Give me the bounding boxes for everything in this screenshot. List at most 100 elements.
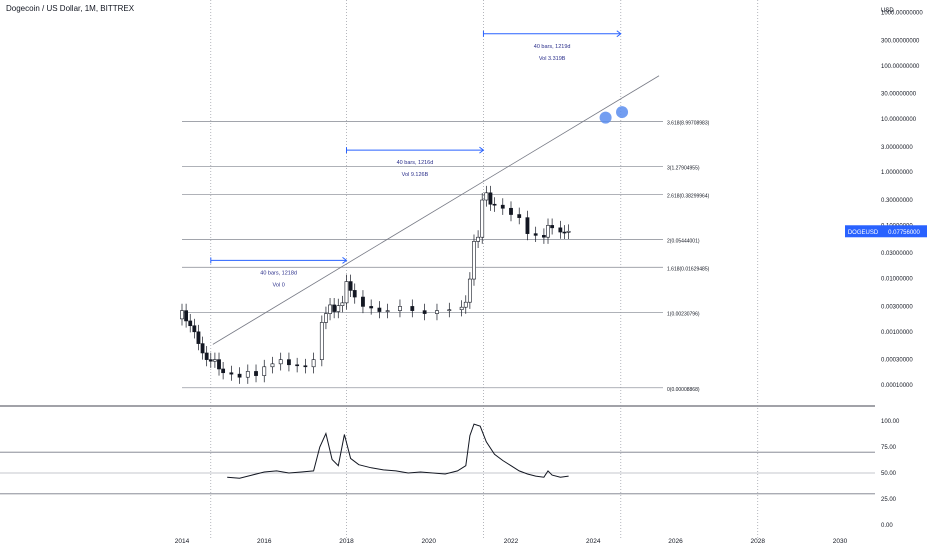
- oscillator-line: [227, 423, 569, 479]
- measure-label-bars: 40 bars, 1216d: [397, 160, 434, 166]
- candle-body: [492, 203, 497, 206]
- candle-body: [344, 281, 349, 304]
- candle-body: [525, 217, 530, 234]
- time-axis-tick: 2030: [833, 538, 848, 545]
- measure-label-bars: 40 bars, 1218d: [260, 270, 297, 276]
- time-axis-tick: 2024: [586, 538, 601, 545]
- time-axis-tick: 2020: [422, 538, 437, 545]
- fib-level-label: 0(0.00008868): [667, 387, 700, 393]
- candle-body: [295, 364, 300, 367]
- candle-body: [229, 372, 234, 375]
- candle-body: [369, 306, 374, 309]
- candle-body: [533, 233, 538, 236]
- measure-arrow-head: [479, 146, 485, 154]
- current-price-badge: [881, 225, 927, 238]
- oscillator-axis-tick: 0.00: [881, 523, 893, 529]
- fib-level-label: 2.618(0.38299964): [667, 193, 710, 199]
- price-axis-tick: 0.00300000: [881, 304, 913, 310]
- trend-marker-dot: [616, 106, 629, 119]
- candle-body: [377, 307, 382, 312]
- candle-body: [447, 309, 452, 312]
- time-axis-tick: 2016: [257, 538, 272, 545]
- price-axis-tick: 0.00010000: [881, 383, 913, 389]
- candle-body: [476, 236, 481, 242]
- candle-body: [254, 371, 258, 376]
- measure-label-vol: Vol 3.319B: [539, 56, 566, 62]
- candle-body: [336, 305, 341, 312]
- time-axis-tick: 2022: [504, 538, 519, 545]
- candle-body: [435, 310, 439, 314]
- fib-level-label: 1(0.00230796): [667, 311, 700, 317]
- candle-body: [348, 281, 353, 291]
- price-axis-tick: 0.00100000: [881, 330, 913, 336]
- price-axis-tick: 1.00000000: [881, 170, 913, 176]
- fib-level-label: 3.618(8.99708983): [667, 120, 710, 126]
- measure-arrow-head: [342, 256, 348, 264]
- candle-body: [459, 306, 464, 311]
- candle-body: [303, 365, 308, 368]
- time-axis-tick: 2014: [175, 538, 190, 545]
- candle-body: [192, 325, 197, 333]
- candle-body: [213, 359, 217, 362]
- oscillator-axis-tick: 100.00: [881, 419, 900, 425]
- candle-body: [509, 207, 513, 215]
- price-axis-tick: 0.01000000: [881, 277, 913, 283]
- candle-body: [550, 225, 555, 229]
- candle-body: [472, 241, 476, 280]
- time-axis-tick: 2028: [751, 538, 766, 545]
- candle-body: [410, 306, 415, 311]
- candle-body: [188, 320, 193, 327]
- oscillator-axis-tick: 25.00: [881, 497, 897, 503]
- price-axis-tick: 300.00000000: [881, 38, 920, 44]
- price-axis-tick: 0.03000000: [881, 251, 913, 257]
- price-axis-currency: USD: [881, 8, 894, 14]
- candle-body: [398, 306, 402, 311]
- trend-marker-dot: [599, 111, 612, 124]
- price-axis-tick: 0.00030000: [881, 358, 913, 364]
- candle-body: [262, 366, 267, 376]
- chart-title: Dogecoin / US Dollar, 1M, BITTREX: [6, 4, 135, 13]
- candle-body: [221, 368, 226, 374]
- oscillator-axis-tick: 75.00: [881, 445, 897, 451]
- fib-level-label: 2(0.05444001): [667, 238, 700, 244]
- candle-body: [361, 296, 365, 307]
- candle-body: [340, 302, 345, 306]
- candle-body: [287, 359, 291, 366]
- candle-body: [245, 371, 250, 378]
- candle-body: [204, 352, 209, 360]
- candle-body: [385, 310, 390, 312]
- price-axis-tick: 1000.00000000: [881, 11, 923, 17]
- candle-body: [270, 363, 275, 368]
- candle-body: [328, 304, 332, 314]
- candle-body: [200, 343, 205, 354]
- candle-body: [352, 290, 357, 298]
- candle-body: [196, 331, 201, 344]
- candle-body: [566, 230, 571, 233]
- price-axis-tick: 30.00000000: [881, 92, 917, 98]
- candle-body: [278, 359, 283, 365]
- candle-body: [184, 310, 189, 322]
- candle-body: [558, 227, 563, 233]
- fib-level-label: 3(1.27904955): [667, 166, 700, 172]
- candle-body: [541, 235, 546, 238]
- candle-body: [332, 304, 337, 312]
- candle-body: [546, 225, 550, 238]
- candle-body: [463, 301, 468, 308]
- measure-label-bars: 40 bars, 1219d: [534, 44, 571, 50]
- fib-level-label: 1.618(0.01629485): [667, 266, 710, 272]
- symbol-badge: [845, 225, 881, 238]
- candle-body: [237, 373, 242, 378]
- price-axis-tick: 100.00000000: [881, 64, 920, 70]
- price-axis-tick: 0.30000000: [881, 198, 913, 204]
- candle-body: [324, 313, 328, 323]
- candle-body: [517, 214, 522, 218]
- candle-body: [319, 322, 324, 360]
- candle-body: [488, 192, 493, 205]
- time-axis-tick: 2018: [339, 538, 354, 545]
- candle-body: [422, 310, 427, 314]
- measure-label-vol: Vol 9.126B: [402, 172, 429, 178]
- trendline: [212, 75, 660, 345]
- candle-body: [208, 359, 213, 362]
- symbol-badge-label: DOGEUSD: [848, 230, 879, 236]
